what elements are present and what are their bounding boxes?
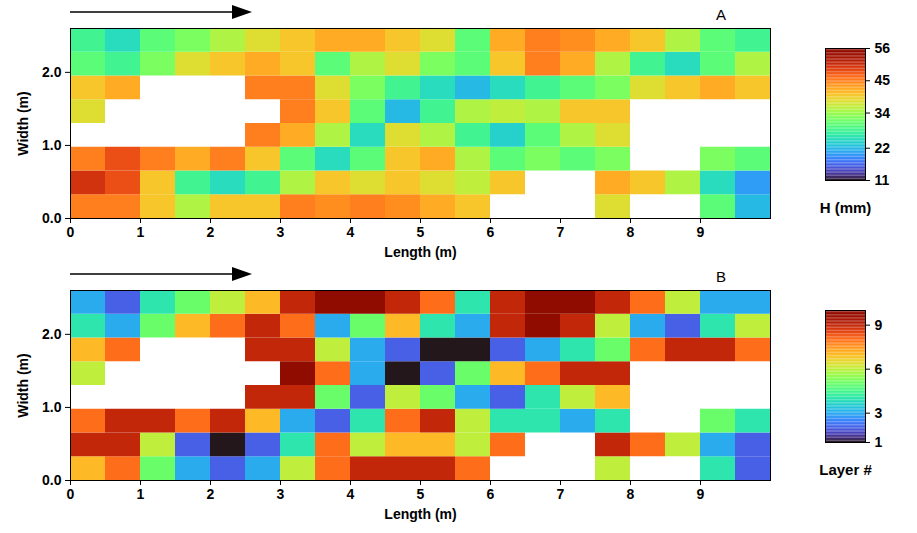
svg-text:1: 1 (137, 486, 145, 502)
svg-text:56: 56 (875, 40, 891, 56)
svg-text:1: 1 (137, 224, 145, 240)
svg-text:6: 6 (875, 361, 883, 377)
svg-text:1.0: 1.0 (42, 399, 62, 415)
svg-text:0.0: 0.0 (42, 210, 62, 226)
svg-text:2: 2 (207, 224, 215, 240)
svg-text:H (mm): H (mm) (820, 199, 872, 216)
svg-text:B: B (716, 268, 726, 285)
svg-text:4: 4 (347, 224, 355, 240)
svg-text:A: A (716, 6, 726, 23)
svg-text:7: 7 (557, 486, 565, 502)
svg-text:3: 3 (277, 224, 285, 240)
svg-text:2.0: 2.0 (42, 326, 62, 342)
svg-text:3: 3 (277, 486, 285, 502)
svg-text:9: 9 (697, 486, 705, 502)
svg-text:2.0: 2.0 (42, 64, 62, 80)
svg-text:0: 0 (67, 486, 75, 502)
svg-text:22: 22 (875, 140, 891, 156)
svg-text:8: 8 (627, 224, 635, 240)
svg-text:1: 1 (875, 434, 883, 450)
svg-text:45: 45 (875, 72, 891, 88)
svg-text:Width (m): Width (m) (15, 91, 31, 155)
svg-text:Width (m): Width (m) (15, 353, 31, 417)
svg-text:9: 9 (697, 224, 705, 240)
svg-text:7: 7 (557, 224, 565, 240)
svg-text:Length (m): Length (m) (384, 244, 456, 260)
svg-text:6: 6 (487, 486, 495, 502)
svg-text:5: 5 (417, 224, 425, 240)
svg-text:Layer #: Layer # (819, 461, 872, 478)
svg-text:0.0: 0.0 (42, 472, 62, 488)
svg-text:Length (m): Length (m) (384, 506, 456, 522)
svg-text:9: 9 (875, 317, 883, 333)
svg-text:0: 0 (67, 224, 75, 240)
svg-text:3: 3 (875, 405, 883, 421)
svg-text:1.0: 1.0 (42, 137, 62, 153)
svg-text:11: 11 (875, 172, 890, 188)
svg-text:34: 34 (875, 105, 891, 121)
svg-text:8: 8 (627, 486, 635, 502)
svg-text:6: 6 (487, 224, 495, 240)
svg-text:5: 5 (417, 486, 425, 502)
svg-text:4: 4 (347, 486, 355, 502)
svg-text:2: 2 (207, 486, 215, 502)
